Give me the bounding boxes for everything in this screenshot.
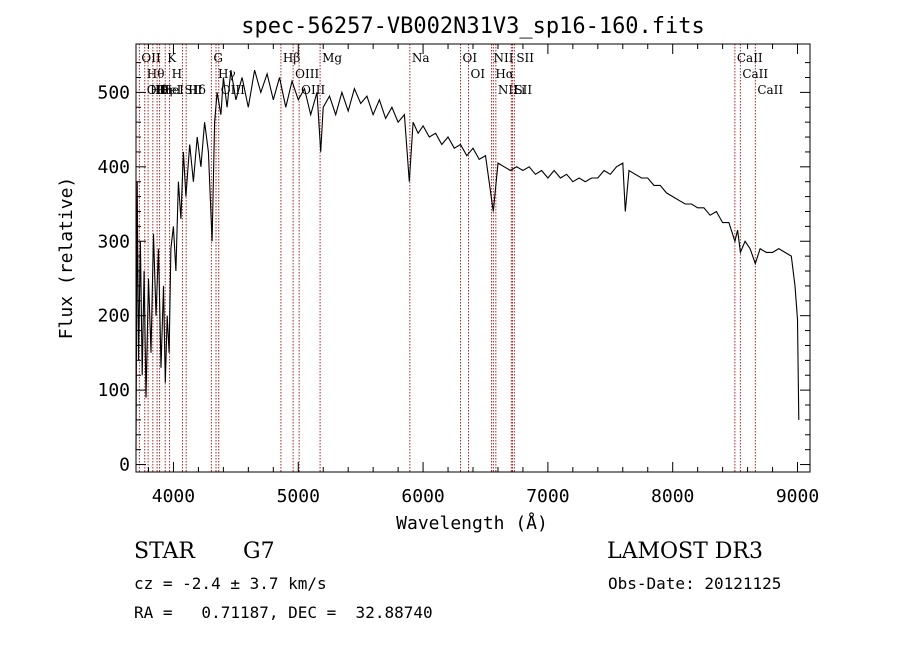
y-axis: 0 100 200 300 400 500 xyxy=(97,62,810,476)
spectral-line-label: Hη xyxy=(155,83,173,97)
coordinates: RA = 0.71187, DEC = 32.88740 xyxy=(134,603,433,622)
spectral-line-label: Hγ xyxy=(218,67,236,81)
spectral-line-label: Na xyxy=(412,51,430,65)
spectral-line-label: Hβ xyxy=(283,51,300,65)
plot-frame xyxy=(135,43,811,473)
x-tick-label: 4000 xyxy=(152,486,195,507)
spectral-line-label: Li xyxy=(513,83,525,97)
x-axis-label: Wavelength (Å) xyxy=(396,512,548,534)
x-tick-label: 7000 xyxy=(526,486,569,507)
spectral-line-label: NII xyxy=(498,83,518,97)
y-tick-label: 500 xyxy=(97,82,130,103)
spectral-line-label: CaII xyxy=(742,67,768,81)
spectral-line-label: Hα xyxy=(495,67,514,81)
y-tick-label: 100 xyxy=(97,380,130,401)
y-tick-label: 200 xyxy=(97,306,130,327)
redshift-text: cz = -2.4 ± 3.7 km/s xyxy=(134,574,327,593)
spectral-line-label: OI xyxy=(471,67,486,81)
object-class: STAR xyxy=(134,539,195,564)
spectral-line-markers xyxy=(138,44,756,472)
spectral-line-label: K xyxy=(167,51,177,65)
spectral-line-label: SII xyxy=(516,51,534,65)
spectral-line-label: Hδ xyxy=(188,83,206,97)
y-axis-label: Flux (relative) xyxy=(56,177,77,340)
spectral-line-label: OII xyxy=(141,51,161,65)
survey-name: LAMOST DR3 xyxy=(607,539,763,564)
spectral-line-label: OIII xyxy=(295,67,319,81)
spectral-line-label: CaII xyxy=(757,83,783,97)
spectral-line-label: CaII xyxy=(737,51,763,65)
spectral-line-label: Hθ xyxy=(150,83,168,97)
spectral-line-label: HeI xyxy=(159,83,182,97)
spectral-line-label: SII xyxy=(514,83,532,97)
spectral-line-label: OIII xyxy=(221,83,245,97)
x-tick-label: 5000 xyxy=(277,486,320,507)
y-tick-label: 300 xyxy=(97,231,130,252)
x-tick-label: 9000 xyxy=(776,486,819,507)
spectral-line-label: OII xyxy=(147,83,167,97)
spectral-line-label: Mg xyxy=(322,51,342,65)
spectral-line-label: OIII xyxy=(301,83,325,97)
y-tick-label: 400 xyxy=(97,157,130,178)
spectral-line-label: OI xyxy=(463,51,478,65)
y-tick-label: 0 xyxy=(119,455,130,476)
obs-date: Obs-Date: 20121125 xyxy=(608,574,782,593)
x-tick-label: 8000 xyxy=(651,486,694,507)
chart-title: spec-56257-VB002N31V3_sp16-160.fits xyxy=(241,14,705,39)
spectral-line-labels: OIIHθOIIHθHηHeIHeIKHSIIHδGHγOIIIHβOIIIOI… xyxy=(141,51,783,97)
spectral-subclass: G7 xyxy=(243,539,275,564)
x-tick-label: 6000 xyxy=(401,486,444,507)
spectrum-series-line xyxy=(135,69,800,450)
spectral-line-label: H xyxy=(172,67,182,81)
spectral-line-label: Hθ xyxy=(147,67,165,81)
spectral-line-label: SII xyxy=(184,83,202,97)
spectral-line-label: G xyxy=(213,51,223,65)
spectral-line-label: HeI xyxy=(162,83,185,97)
x-axis: 4000 5000 6000 7000 8000 9000 xyxy=(147,44,819,507)
spectral-line-label: NII xyxy=(493,51,513,65)
